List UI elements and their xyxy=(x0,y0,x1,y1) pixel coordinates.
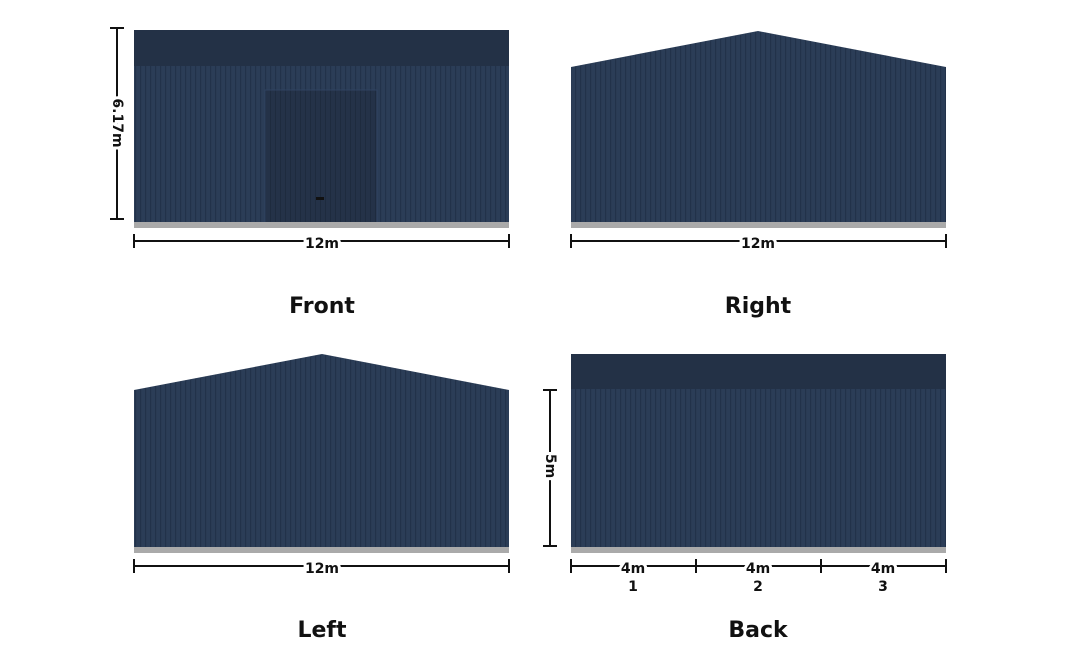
left-view: 12m Left xyxy=(133,354,510,643)
width-label: 12m xyxy=(741,236,775,252)
bay-number: 2 xyxy=(753,579,763,595)
bay-number: 3 xyxy=(878,579,888,595)
bay-number: 1 xyxy=(628,579,638,595)
width-label: 12m xyxy=(305,236,339,252)
view-title: Back xyxy=(728,618,789,643)
door-handle xyxy=(316,197,324,200)
slab xyxy=(134,222,509,228)
height-label: 5m xyxy=(542,454,558,478)
bay-width: 4m xyxy=(871,561,895,577)
slab xyxy=(134,547,509,553)
wall xyxy=(134,354,509,548)
height-label: 6.17m xyxy=(109,98,125,147)
view-title: Front xyxy=(289,294,355,319)
bay-width: 4m xyxy=(621,561,645,577)
back-view: 5m 4m 4m 4m 1 2 3 Back xyxy=(539,354,947,643)
wall xyxy=(571,388,946,548)
view-title: Right xyxy=(725,294,792,319)
roller-door xyxy=(264,89,378,224)
roof xyxy=(134,30,509,66)
front-view: 6.17m 12m Front xyxy=(106,27,510,319)
width-label: 12m xyxy=(305,561,339,577)
roof xyxy=(571,354,946,389)
bay-width: 4m xyxy=(746,561,770,577)
right-view: 12m Right xyxy=(570,31,947,319)
view-title: Left xyxy=(297,618,347,643)
slab xyxy=(571,222,946,228)
wall xyxy=(571,31,946,223)
slab xyxy=(571,547,946,553)
